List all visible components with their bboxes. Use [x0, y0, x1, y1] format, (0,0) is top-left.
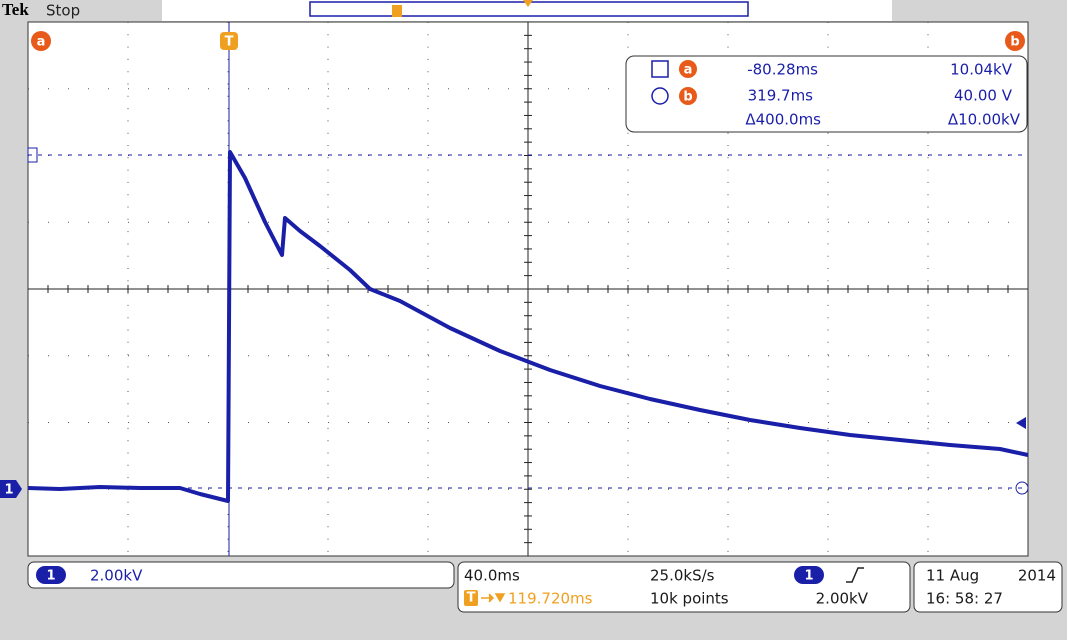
cursor-a-icon	[679, 60, 697, 78]
time: 16: 58: 27	[926, 590, 1003, 608]
cursor-b-icon	[1005, 31, 1025, 51]
record-length: 10k points	[650, 590, 729, 608]
cursor-a-icon	[31, 31, 51, 51]
channel-badge	[36, 566, 66, 584]
year: 2014	[1018, 567, 1056, 585]
cursor-a-level-marker	[27, 147, 38, 163]
status: Stop	[46, 2, 80, 20]
delta-value: Δ10.00kV	[948, 111, 1021, 129]
channel-box	[27, 561, 455, 589]
trigger-position-marker	[392, 5, 402, 17]
cursor-a-label: a	[37, 35, 46, 50]
cursor-a-symbol	[651, 60, 669, 78]
trigger-channel-badge	[794, 566, 824, 584]
cursor-b-level-marker	[1015, 481, 1029, 495]
datetime-box	[913, 561, 1063, 613]
trigger-position: 119.720ms	[508, 590, 593, 608]
trigger-level-marker	[1016, 417, 1026, 429]
cursor-a-label: a	[684, 63, 693, 78]
cursor-readout-box	[625, 55, 1028, 133]
trigger-arrow	[481, 593, 506, 603]
waveform	[27, 150, 1029, 503]
cursor-a-value: 10.04kV	[950, 61, 1013, 79]
cursor-b-icon	[679, 87, 697, 105]
brand: Tek	[2, 0, 29, 19]
cursor-b-symbol	[651, 87, 669, 105]
channel-label: 1	[46, 569, 55, 584]
trigger-label: T	[225, 35, 234, 50]
trigger-channel: 1	[804, 569, 813, 584]
date: 11 Aug	[926, 567, 979, 585]
trigger-icon	[464, 590, 478, 606]
center-marker	[523, 0, 533, 7]
trigger-level: 2.00kV	[816, 590, 869, 608]
rising-edge-icon	[846, 567, 864, 583]
channel-scale: 2.00kV	[90, 567, 143, 585]
cursor-a-time: -80.28ms	[747, 61, 818, 79]
trigger-icon	[220, 32, 238, 50]
cursor-b-label: b	[1010, 35, 1019, 50]
channel-ground-label: 1	[4, 483, 13, 498]
trigger-label: T	[467, 591, 476, 606]
time-scale: 40.0ms	[464, 567, 520, 585]
cursor-b-value: 40.00 V	[954, 87, 1013, 105]
sample-rate: 25.0kS/s	[650, 567, 715, 585]
cursor-b-label: b	[683, 90, 692, 105]
delta-time: Δ400.0ms	[745, 111, 821, 129]
cursor-b-time: 319.7ms	[748, 87, 814, 105]
channel-ground-marker	[0, 480, 22, 498]
